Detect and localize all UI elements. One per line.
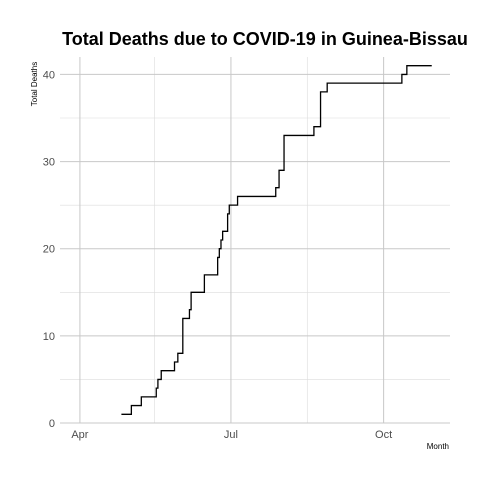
x-tick-label: Apr	[71, 429, 88, 441]
y-axis-ticks: 0 10 20 30 40	[43, 69, 55, 430]
grid	[60, 57, 450, 424]
x-tick-label: Jul	[224, 429, 238, 441]
series-line	[121, 65, 432, 415]
y-tick-label: 30	[43, 157, 55, 169]
y-tick-label: 20	[43, 244, 55, 256]
series-layer	[121, 65, 432, 415]
x-axis-ticks: Apr Jul Oct	[71, 429, 392, 441]
x-axis-label: Month	[427, 442, 449, 451]
y-tick-label: 10	[43, 331, 55, 343]
y-tick-label: 40	[43, 69, 55, 81]
y-tick-label: 0	[49, 418, 55, 430]
chart-title: Total Deaths due to COVID-19 in Guinea-B…	[62, 29, 468, 49]
x-tick-label: Oct	[375, 429, 392, 441]
y-axis-label: Total Deaths	[30, 62, 39, 106]
